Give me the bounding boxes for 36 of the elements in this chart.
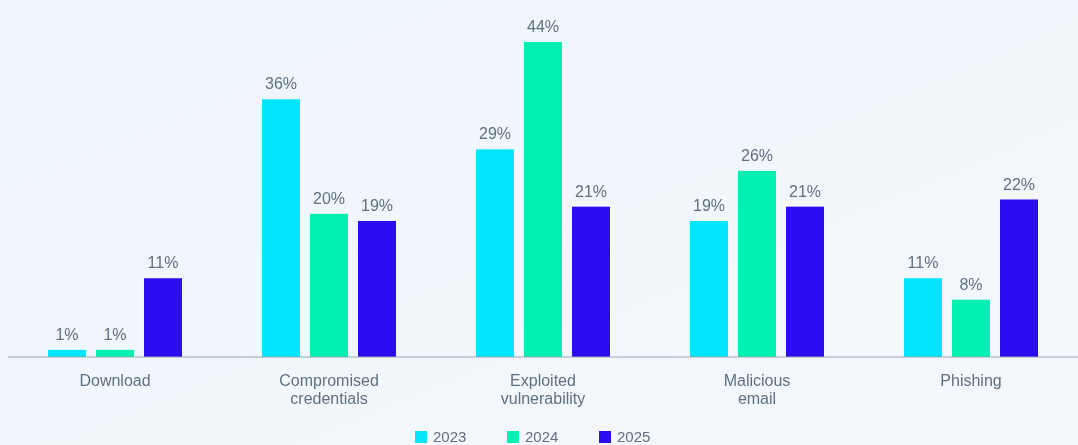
data-label: 19% [360,196,394,214]
x-tick-label: Phishing [940,372,1002,389]
data-label: 11% [147,254,179,272]
bar [358,220,396,357]
bar [262,99,300,357]
data-label: 29% [478,125,512,143]
data-label: 1% [55,325,79,343]
bar [786,206,824,357]
data-label: 19% [692,196,726,214]
x-tick-label: Exploited vulnerability [500,372,586,407]
data-label: 44% [526,18,560,35]
x-tick-label: Malicious email [723,372,791,407]
bar [144,278,182,357]
data-label: 26% [740,146,774,164]
legend-label: 2023 [433,428,467,445]
x-tick-label: Compromised credentials [279,372,379,407]
bar [310,213,348,357]
bar [904,278,942,357]
data-label: 8% [959,275,983,293]
data-label: 20% [312,189,346,207]
bar [524,42,562,357]
bar [952,299,990,357]
x-tick-label: Download [79,372,151,389]
bar [572,206,610,357]
legend-label: 2025 [617,428,651,445]
data-label: 21% [788,182,822,200]
data-label: 22% [1002,175,1036,193]
bar [738,170,776,357]
data-label: 1% [103,325,127,343]
legend-label: 2024 [525,428,559,445]
data-label: 21% [574,182,608,200]
bar [690,220,728,357]
bar [476,149,514,357]
bar [1000,199,1038,357]
data-label: 11% [907,254,939,272]
data-label: 36% [264,75,298,93]
